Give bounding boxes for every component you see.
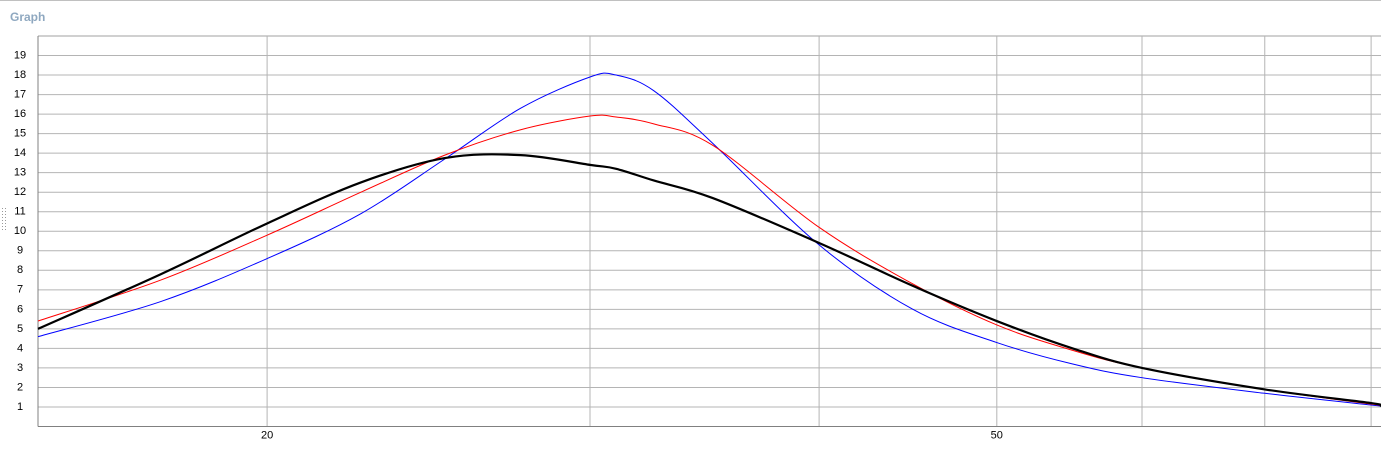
y-tick-label: 16 (14, 108, 26, 120)
y-tick-label: 13 (14, 167, 26, 179)
y-tick-label: 1 (17, 401, 23, 413)
y-tick-label: 2 (17, 381, 23, 393)
panel-title: Graph (10, 10, 45, 24)
x-tick-label: 50 (991, 429, 1003, 441)
y-tick-label: 11 (14, 206, 25, 218)
y-tick-label: 19 (14, 49, 26, 61)
series-line (37, 72, 1381, 407)
y-tick-label: 5 (17, 323, 23, 335)
y-tick-label: 8 (17, 264, 23, 276)
resize-grip[interactable] (2, 208, 6, 230)
y-tick-label: 17 (14, 88, 26, 100)
y-tick-label: 14 (14, 147, 26, 159)
y-tick-label: 3 (17, 362, 23, 374)
y-tick-label: 15 (14, 128, 26, 140)
series-line (37, 153, 1381, 408)
y-tick-label: 7 (17, 284, 23, 296)
y-tick-label: 10 (14, 225, 26, 237)
y-tick-label: 4 (17, 342, 23, 354)
y-tick-label: 12 (14, 186, 26, 198)
x-tick-label: 20 (261, 429, 273, 441)
y-tick-label: 6 (17, 303, 23, 315)
y-tick-label: 18 (14, 69, 26, 81)
y-tick-label: 9 (17, 245, 23, 257)
